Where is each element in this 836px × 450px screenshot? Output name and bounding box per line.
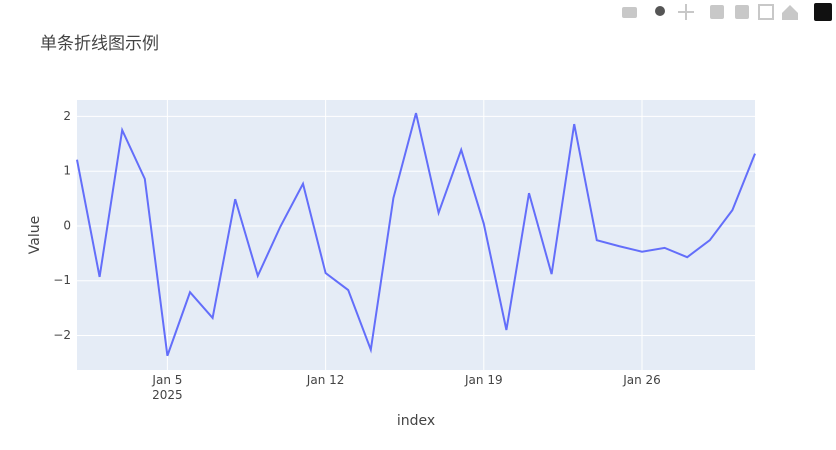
y-tick-label: 2: [63, 109, 71, 123]
x-tick-label: Jan 12: [306, 373, 345, 387]
zoom-in-button[interactable]: [710, 5, 724, 19]
x-tick-label: Jan 5 2025: [151, 373, 182, 402]
modebar: [622, 3, 832, 21]
x-tick-label: Jan 26: [622, 373, 661, 387]
plot-area: [77, 100, 755, 370]
y-tick-label: −2: [53, 328, 71, 342]
zoom-button[interactable]: [655, 6, 665, 16]
y-tick-label: 0: [63, 218, 71, 232]
pan-button[interactable]: [678, 4, 694, 20]
x-tick-label: Jan 19: [464, 373, 503, 387]
camera-button[interactable]: [622, 7, 637, 18]
x-axis-label: index: [397, 413, 435, 429]
y-axis-label: Value: [27, 216, 43, 254]
autoscale-button[interactable]: [758, 4, 774, 20]
y-tick-label: 1: [63, 164, 71, 178]
y-tick-label: −1: [53, 273, 71, 287]
plotly-logo[interactable]: [814, 3, 832, 21]
chart-title: 单条折线图示例: [40, 34, 159, 54]
zoom-out-button[interactable]: [735, 5, 749, 19]
reset-button[interactable]: [782, 5, 798, 20]
line-series: [76, 112, 756, 357]
